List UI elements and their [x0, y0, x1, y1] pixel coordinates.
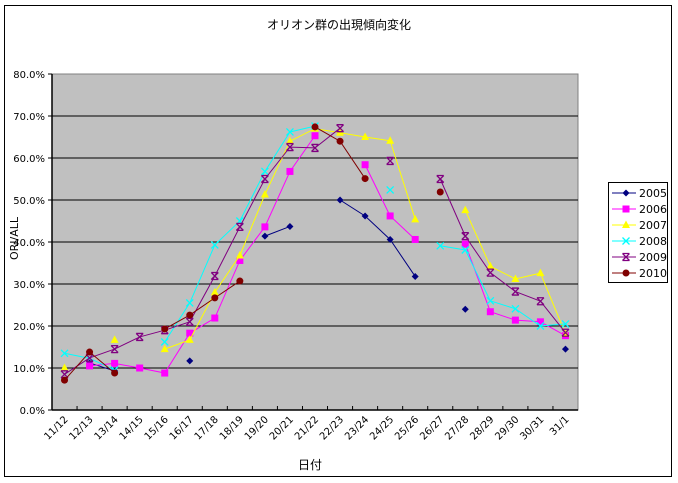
x-tick-label: 24/25 [368, 414, 396, 442]
x-tick-label: 19/20 [243, 414, 271, 442]
legend-item-2005: 2005 [609, 185, 667, 201]
series-2006 [86, 132, 569, 377]
square-marker-icon [612, 205, 636, 213]
legend-item-2010: 2010 [609, 265, 667, 281]
x-tick-label: 18/19 [218, 414, 246, 442]
legend-item-2007: 2007 [609, 217, 667, 233]
y-tick-label: 40.0% [13, 238, 45, 249]
y-axis-tick-labels: 0.0% 10.0% 20.0% 30.0% 40.0% 50.0% 60.0% 70.0% 8… [13, 70, 45, 417]
y-tick-label: 70.0% [13, 112, 45, 123]
y-tick-label: 10.0% [13, 364, 45, 375]
legend-label: 2005 [639, 186, 667, 200]
x-tick-label: 30/31 [518, 414, 546, 442]
x-tick-label: 12/13 [68, 414, 96, 442]
x-tick-label: 28/29 [468, 414, 496, 442]
x-tick-label: 21/22 [293, 414, 321, 442]
y-tick-label: 30.0% [13, 280, 45, 291]
axes [51, 74, 578, 411]
series-2010 [61, 123, 444, 384]
x-tick-label: 29/30 [493, 414, 521, 442]
x-tick-label: 13/14 [93, 414, 121, 442]
x-tick-label: 16/17 [168, 414, 196, 442]
x-tick-label: 25/26 [393, 414, 421, 442]
x-tick-label: 31/1 [548, 414, 572, 438]
x-tick-label: 27/28 [443, 414, 471, 442]
star-marker-icon [612, 252, 636, 262]
chart-title: オリオン群の出現傾向変化 [266, 18, 411, 32]
x-axis-label: 日付 [297, 458, 322, 472]
x-tick-label: 22/23 [318, 414, 346, 442]
series-layer [60, 122, 570, 384]
legend-item-2006: 2006 [609, 201, 667, 217]
x-tick-label: 23/24 [343, 414, 371, 442]
legend-item-2009: 2009 [609, 249, 667, 265]
legend-label: 2010 [639, 266, 667, 280]
diamond-marker-icon [612, 189, 636, 197]
x-tick-label: 14/15 [118, 414, 146, 442]
y-tick-label: 60.0% [13, 154, 45, 165]
x-axis-tick-labels: 11/1212/1313/1414/1515/1616/1717/1818/19… [42, 414, 571, 442]
y-tick-label: 20.0% [13, 322, 45, 333]
y-tick-label: 80.0% [13, 70, 45, 81]
x-tick-label: 11/12 [42, 414, 70, 442]
legend-label: 2008 [639, 234, 667, 248]
y-tick-label: 0.0% [20, 406, 45, 417]
triangle-marker-icon [612, 220, 636, 228]
legend-item-2008: 2008 [609, 233, 667, 249]
series-2007 [60, 124, 570, 371]
legend-label: 2007 [639, 218, 667, 232]
x-tick-label: 26/27 [418, 414, 446, 442]
x-tick-label: 17/18 [193, 414, 221, 442]
circle-marker-icon [612, 269, 636, 277]
series-2009 [60, 124, 570, 379]
y-axis-label: ORI/ALL [8, 216, 21, 260]
legend: 2005 2006 2007 2008 2009 2010 [608, 182, 668, 283]
legend-label: 2006 [639, 202, 667, 216]
x-marker-icon [612, 237, 636, 245]
x-tick-label: 15/16 [143, 414, 171, 442]
legend-label: 2009 [639, 250, 667, 264]
y-tick-label: 50.0% [13, 196, 45, 207]
x-tick-label: 20/21 [268, 414, 296, 442]
